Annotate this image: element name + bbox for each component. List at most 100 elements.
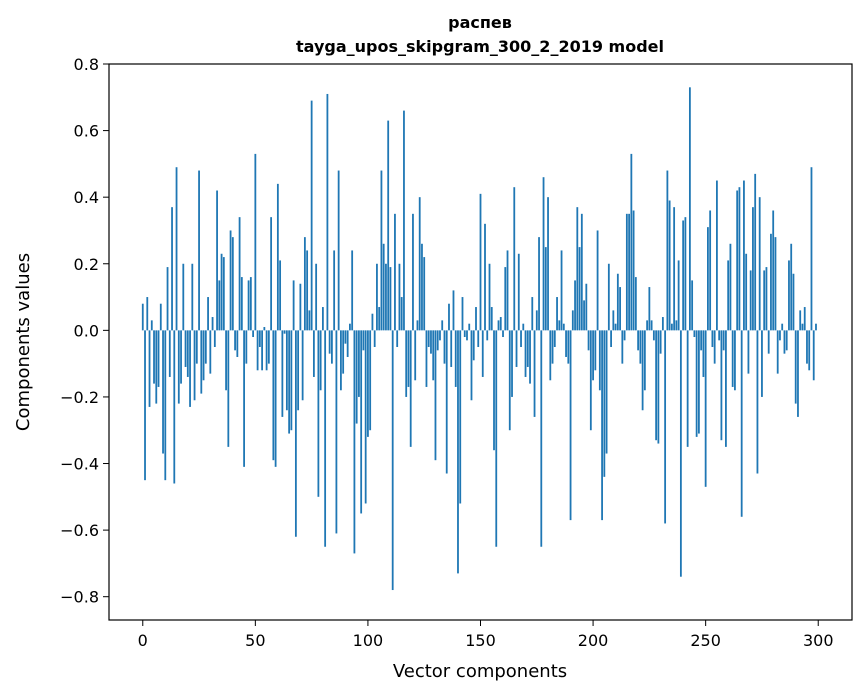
bar-235	[670, 323, 673, 331]
bar-25	[198, 170, 200, 331]
bar-254	[713, 330, 716, 364]
bar-170	[524, 330, 527, 377]
bar-151	[481, 330, 484, 377]
bar-267	[743, 180, 745, 331]
bar-198	[587, 330, 590, 351]
bar-40	[231, 237, 234, 331]
bar-289	[792, 273, 795, 331]
bar-295	[806, 330, 808, 364]
bar-37	[225, 330, 227, 391]
x-tick-label: 0	[138, 631, 148, 650]
bar-1	[144, 330, 146, 481]
bar-231	[661, 317, 664, 331]
bar-45	[243, 330, 245, 467]
bar-274	[758, 197, 761, 331]
bar-204	[601, 330, 603, 521]
bar-135	[445, 330, 448, 474]
bar-191	[571, 310, 574, 331]
y-axis-label: Components values	[13, 253, 34, 431]
bar-227	[652, 330, 655, 341]
bar-44	[240, 277, 243, 331]
bar-272	[754, 173, 757, 331]
bar-72	[303, 237, 306, 331]
bar-111	[391, 330, 394, 591]
bar-208	[610, 330, 612, 347]
bar-175	[535, 310, 538, 331]
bar-232	[664, 330, 667, 524]
bar-30	[209, 330, 212, 374]
bar-31	[211, 317, 214, 331]
bar-212	[619, 287, 621, 331]
bar-210	[614, 323, 617, 331]
bar-77	[315, 263, 318, 331]
bar-172	[529, 330, 531, 384]
bar-27	[202, 330, 205, 381]
bar-261	[729, 243, 732, 331]
bar-244	[691, 280, 694, 331]
bar-23	[193, 330, 196, 401]
bar-54	[263, 327, 266, 331]
bar-94	[353, 330, 356, 554]
bar-169	[522, 323, 525, 331]
bar-251	[707, 227, 709, 331]
bar-255	[716, 180, 718, 331]
bar-240	[682, 220, 685, 331]
bar-57	[270, 217, 273, 331]
bar-270	[749, 270, 752, 331]
bar-153	[486, 330, 489, 341]
x-tick-label: 250	[690, 631, 721, 650]
bar-87	[337, 170, 340, 331]
bar-106	[380, 170, 383, 331]
bar-68	[294, 330, 297, 537]
bar-259	[725, 330, 727, 447]
bar-20	[186, 330, 189, 377]
bar-120	[412, 213, 414, 331]
bar-81	[324, 330, 327, 547]
bar-164	[511, 330, 513, 397]
bar-154	[488, 263, 491, 331]
bar-157	[495, 330, 498, 547]
bar-113	[396, 330, 399, 347]
bar-136	[448, 303, 450, 331]
bar-238	[677, 260, 680, 331]
bar-185	[558, 320, 561, 331]
bar-293	[801, 323, 804, 331]
bar-5	[153, 330, 155, 384]
bar-115	[400, 297, 403, 331]
bar-278	[767, 330, 770, 354]
y-tick-label: −0.4	[60, 455, 99, 474]
bar-279	[770, 233, 772, 331]
bar-152	[484, 223, 486, 331]
bar-24	[195, 330, 198, 364]
bar-107	[382, 243, 385, 331]
bar-160	[502, 330, 504, 338]
bar-168	[520, 330, 522, 347]
bar-233	[666, 170, 669, 331]
y-tick-label: −0.8	[60, 588, 99, 607]
bar-38	[227, 330, 230, 447]
bar-183	[553, 330, 556, 347]
chart-title-line1: распев	[448, 13, 512, 32]
bar-249	[702, 330, 705, 377]
bar-132	[439, 330, 441, 341]
bar-85	[333, 250, 336, 331]
bar-273	[756, 330, 759, 474]
bar-188	[565, 330, 567, 357]
bar-83	[328, 330, 331, 354]
bar-43	[238, 217, 241, 331]
bar-266	[740, 330, 743, 517]
bar-26	[200, 330, 203, 394]
bar-269	[747, 330, 750, 374]
bar-202	[596, 230, 599, 331]
bar-9	[162, 330, 164, 454]
bar-195	[580, 213, 583, 331]
bar-245	[693, 330, 696, 338]
bar-84	[331, 330, 333, 364]
bar-97	[360, 330, 363, 514]
y-tick-label: 0.2	[74, 255, 99, 274]
bar-56	[267, 330, 270, 364]
bar-194	[578, 247, 581, 331]
bar-22	[191, 263, 194, 331]
bar-53	[261, 330, 263, 371]
x-tick-label: 200	[578, 631, 609, 650]
